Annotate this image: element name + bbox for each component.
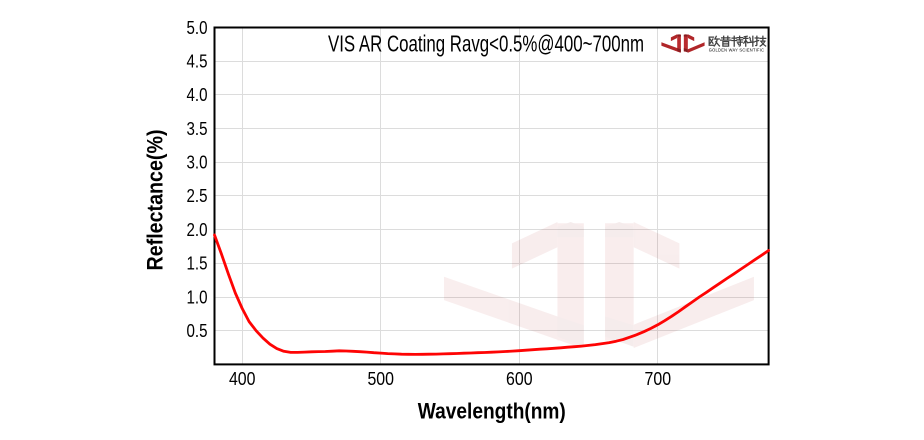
svg-text:1.0: 1.0 [187,287,208,307]
svg-text:500: 500 [367,369,394,389]
svg-text:700: 700 [645,369,672,389]
svg-text:GOLDEN WAY SCIENTIFIC: GOLDEN WAY SCIENTIFIC [709,47,765,52]
svg-text:3.0: 3.0 [187,153,208,173]
svg-text:Wavelength(nm): Wavelength(nm) [418,399,566,424]
svg-text:4.5: 4.5 [187,52,208,72]
svg-text:0.5: 0.5 [187,321,208,341]
svg-text:3.5: 3.5 [187,119,208,139]
svg-text:2.0: 2.0 [187,220,208,240]
svg-text:2.5: 2.5 [187,186,208,206]
svg-text:5.0: 5.0 [187,18,208,38]
svg-text:4.0: 4.0 [187,85,208,105]
svg-text:VIS AR Coating Ravg<0.5%@400~7: VIS AR Coating Ravg<0.5%@400~700nm [328,31,644,57]
svg-text:600: 600 [506,369,533,389]
svg-text:Reflectance(%): Reflectance(%) [143,130,168,271]
svg-text:1.5: 1.5 [187,254,208,274]
svg-text:400: 400 [229,369,256,389]
